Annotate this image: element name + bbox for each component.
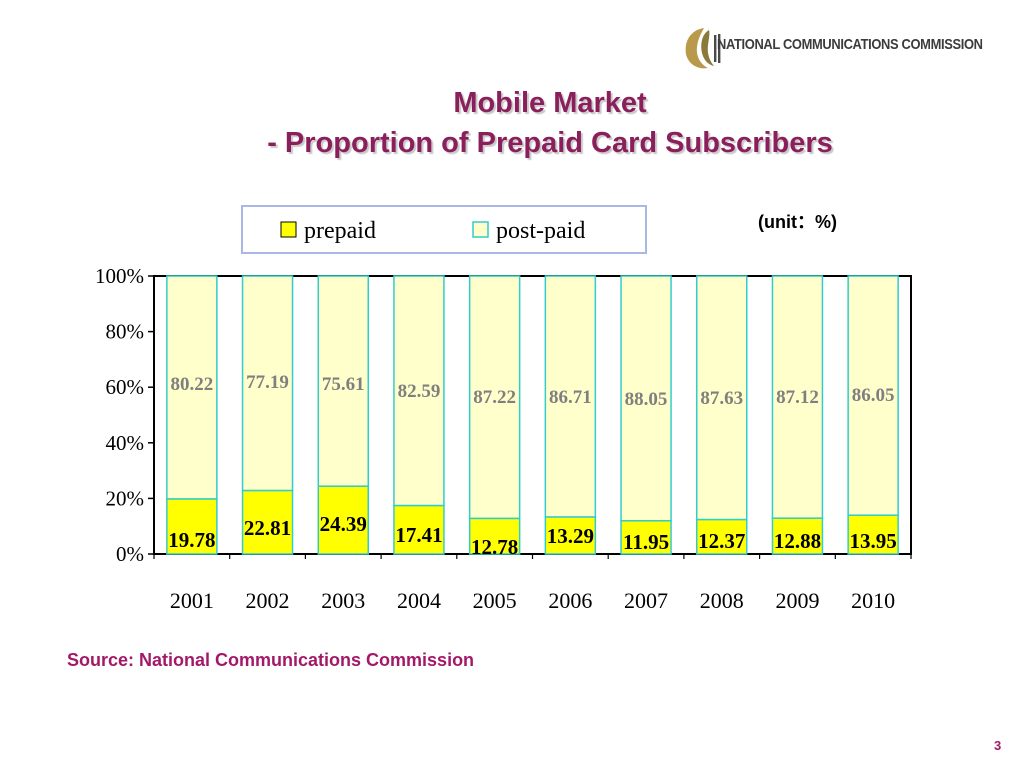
prepaid-data-label: 12.78: [471, 535, 518, 559]
legend-swatch-postpaid: [472, 221, 489, 238]
prepaid-bar: [771, 517, 824, 555]
y-tick-label: 0%: [116, 542, 144, 566]
postpaid-data-label: 88.05: [625, 389, 668, 410]
x-tick-label: 2007: [624, 588, 668, 613]
prepaid-bar: [317, 485, 369, 555]
y-tick-label: 60%: [106, 375, 145, 399]
postpaid-bar: [393, 275, 445, 507]
prepaid-data-label: 17.41: [395, 523, 442, 547]
org-name: NATIONAL COMMUNICATIONS COMMISSION: [717, 36, 983, 53]
slide-title-line1: Mobile Market: [453, 87, 647, 119]
prepaid-bar: [393, 504, 445, 555]
slide-title-line2: - Proportion of Prepaid Card Subscribers: [267, 127, 833, 159]
prepaid-bar: [847, 514, 899, 555]
postpaid-bar: [544, 275, 597, 518]
postpaid-data-label: 80.22: [170, 374, 213, 395]
y-tick-label: 80%: [106, 320, 145, 344]
prepaid-data-label: 13.95: [850, 529, 897, 553]
x-tick-label: 2008: [700, 588, 744, 613]
prepaid-bar: [696, 518, 748, 555]
postpaid-data-label: 86.71: [549, 387, 592, 408]
y-tick-label: 20%: [106, 486, 145, 510]
prepaid-bar: [468, 517, 521, 555]
prepaid-bar: [544, 516, 597, 555]
x-tick-label: 2002: [246, 588, 290, 613]
legend-swatch-prepaid: [280, 221, 297, 238]
postpaid-bar: [241, 275, 294, 492]
prepaid-data-label: 22.81: [244, 516, 291, 540]
legend-box: [241, 205, 647, 254]
postpaid-bar: [468, 275, 521, 520]
x-tick-label: 2006: [548, 588, 592, 613]
postpaid-data-label: 77.19: [246, 372, 289, 393]
x-tick-label: 2010: [851, 588, 895, 613]
y-tick-label: 40%: [106, 431, 145, 455]
x-tick-label: 2005: [473, 588, 517, 613]
prepaid-bar: [241, 489, 294, 555]
prepaid-data-label: 19.78: [168, 528, 215, 552]
y-tick-label: 100%: [95, 264, 144, 288]
ncc-logo-icon: [685, 28, 721, 69]
unit-label: (unit：%): [758, 212, 837, 232]
x-tick-label: 2004: [397, 588, 441, 613]
postpaid-bar: [696, 275, 748, 521]
prepaid-bar: [166, 498, 218, 555]
postpaid-bar: [847, 275, 899, 516]
postpaid-data-label: 87.12: [776, 387, 819, 408]
x-tick-label: 2003: [321, 588, 365, 613]
prepaid-data-label: 13.29: [547, 524, 594, 548]
legend-label-prepaid: prepaid: [304, 218, 376, 244]
postpaid-bar: [317, 275, 369, 487]
source-note: Source: National Communications Commissi…: [67, 650, 475, 670]
prepaid-bar: [620, 520, 672, 555]
postpaid-bar: [771, 275, 824, 519]
legend-label-postpaid: post-paid: [496, 218, 585, 244]
prepaid-data-label: 12.88: [774, 529, 821, 553]
x-tick-label: 2001: [170, 588, 214, 613]
page-number: 3: [994, 738, 1002, 753]
postpaid-data-label: 82.59: [398, 381, 441, 402]
prepaid-data-label: 24.39: [320, 512, 367, 536]
postpaid-data-label: 86.05: [852, 385, 895, 406]
postpaid-data-label: 87.63: [700, 388, 743, 409]
prepaid-data-label: 12.37: [698, 529, 745, 553]
prepaid-data-label: 11.95: [623, 530, 669, 554]
postpaid-data-label: 75.61: [322, 374, 365, 395]
postpaid-data-label: 87.22: [473, 387, 516, 408]
x-tick-label: 2009: [775, 588, 819, 613]
